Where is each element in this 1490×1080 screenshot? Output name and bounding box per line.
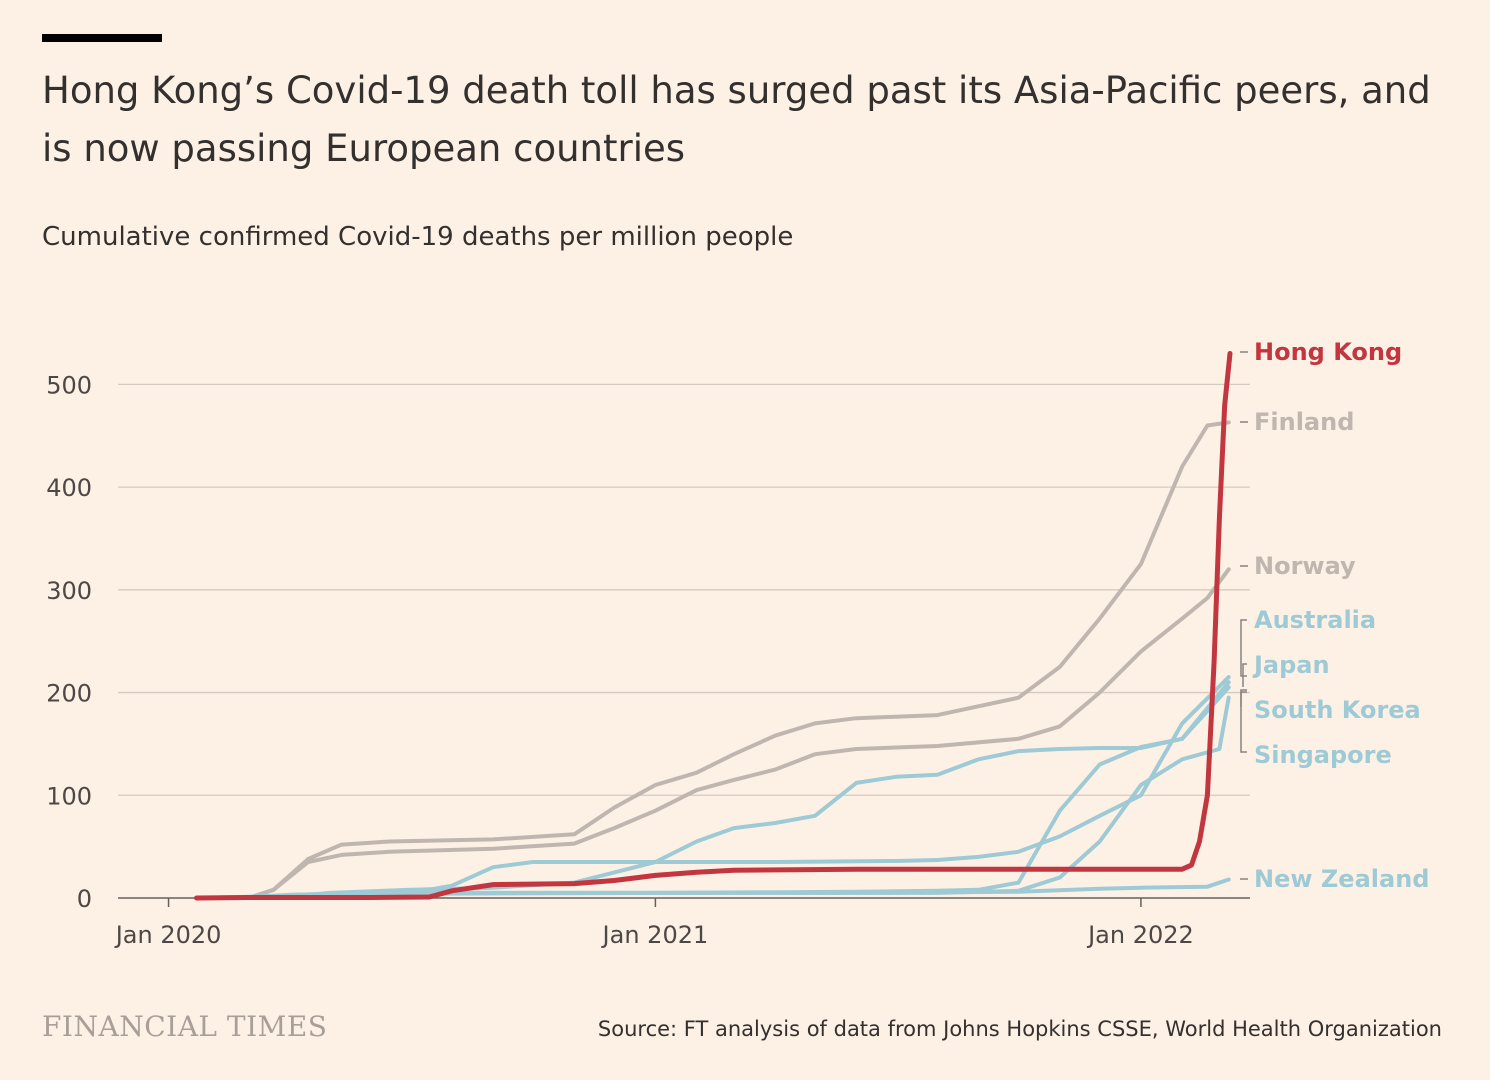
hong-kong-label: Hong Kong [1254,338,1402,366]
norway-label: Norway [1254,552,1356,580]
australia-label: Australia [1254,606,1376,634]
series-line-japan [194,685,1231,900]
series-labels: Hong Kong Finland Norway Australia Japan Sout… [1240,338,1429,893]
y-tick-label-500: 500 [46,371,92,399]
chart-subtitle: Cumulative confirmed Covid-19 deaths per… [42,222,794,252]
source-note: Source: FT analysis of data from Johns H… [597,1017,1442,1041]
bracket-singapore [1240,691,1247,753]
singapore-label: Singapore [1254,741,1392,769]
ft-logo-wordmark: FINANCIAL TIMES [42,1010,328,1043]
bracket-australia [1240,619,1247,677]
japan-label: Japan [1252,651,1330,679]
finland-label: Finland [1254,408,1354,436]
bracket-japan [1242,663,1247,687]
series-line-norway [194,567,1231,900]
new-zealand-label: New Zealand [1254,865,1429,893]
y-tick-label-200: 200 [46,680,92,708]
series-line-finland [194,420,1231,900]
series-lines [194,351,1233,901]
x-tick-label-0: Jan 2020 [114,921,222,949]
y-tick-label-300: 300 [46,577,92,605]
south-korea-label: South Korea [1254,696,1421,724]
series-line-new-zealand [194,877,1231,900]
x-tick-label-2: Jan 2022 [1086,921,1194,949]
y-tick-label-400: 400 [46,474,92,502]
y-tick-label-100: 100 [46,782,92,810]
x-tick-label-1: Jan 2021 [601,921,709,949]
y-tick-label-0: 0 [77,885,92,913]
ft-top-rule [42,34,162,42]
x-axis: Jan 2020 Jan 2021 Jan 2022 [114,898,1194,949]
series-line-hong-kong [194,351,1233,901]
chart-title: Hong Kong’s Covid-19 death toll has surg… [42,69,1431,170]
